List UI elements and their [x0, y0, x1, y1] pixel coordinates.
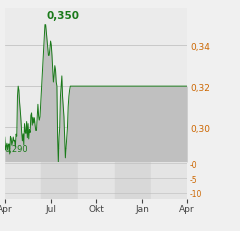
Bar	[42, 162, 78, 199]
Bar	[5, 162, 42, 199]
Bar	[78, 162, 115, 199]
Text: 0,290: 0,290	[4, 145, 28, 153]
Bar	[115, 162, 151, 199]
Bar	[151, 162, 188, 199]
Text: 0,350: 0,350	[46, 10, 79, 21]
